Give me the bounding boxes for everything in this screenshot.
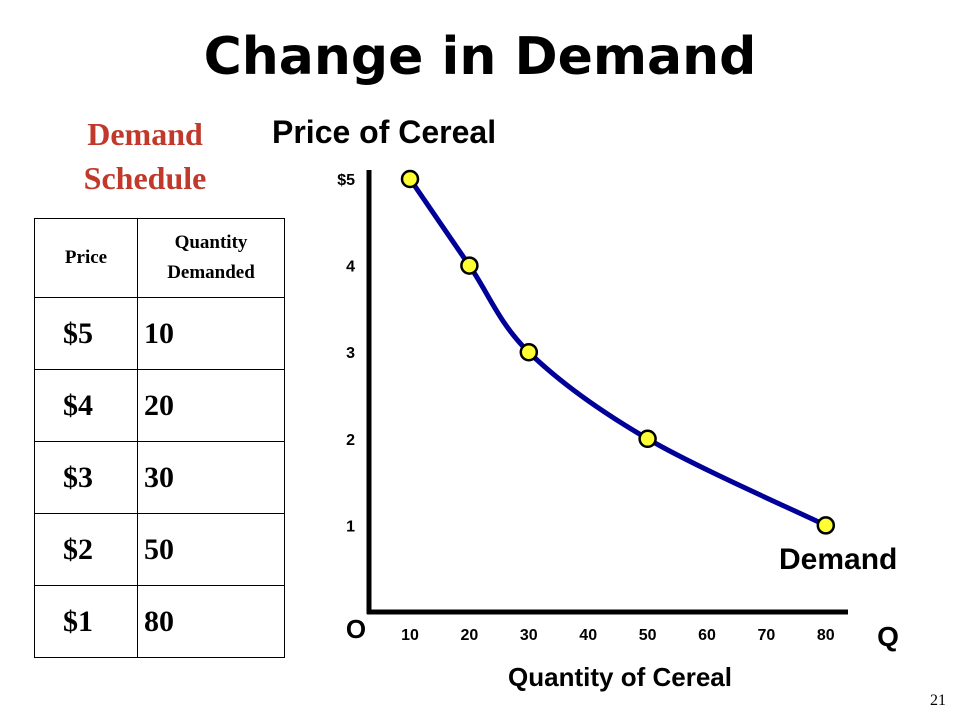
- demand-point: [638, 429, 657, 449]
- x-tick-label: 20: [461, 627, 479, 644]
- schedule-title-line1: Demand: [87, 116, 203, 152]
- y-tick-label: 3: [346, 345, 355, 362]
- table-row: $5 10: [34, 297, 285, 370]
- page-number: 21: [930, 692, 946, 709]
- x-tick-label: 10: [401, 627, 419, 644]
- y-tick-label: 2: [346, 432, 355, 449]
- chart-axes: [366, 170, 848, 615]
- demand-point: [400, 169, 420, 189]
- price-cell: $3: [34, 441, 138, 514]
- demand-curve: [407, 176, 829, 528]
- table-row: $3 30: [34, 441, 285, 514]
- demand-point: [519, 342, 539, 362]
- y-tick-label: 1: [346, 518, 355, 535]
- quantity-cell: 30: [137, 441, 285, 514]
- schedule-title-line2: Schedule: [83, 160, 207, 196]
- quantity-cell: 80: [137, 585, 285, 658]
- slide-title: Change in Demand: [203, 27, 757, 87]
- demand-point: [460, 256, 479, 275]
- schedule-title: Demand Schedule: [40, 112, 250, 200]
- y-tick-label: 4: [346, 259, 355, 276]
- demand-schedule-table: Price Quantity Demanded $5 10 $4 20 $3 3…: [34, 218, 285, 658]
- origin-label: O: [346, 614, 366, 644]
- table-row: $4 20: [34, 369, 285, 442]
- quantity-cell: 50: [137, 513, 285, 586]
- x-tick-label: 60: [698, 627, 716, 644]
- x-axis-symbol: Q: [877, 621, 899, 652]
- price-cell: $1: [34, 585, 138, 658]
- chart-ticks: $5 4 3 2 1 10 20 30 40 50 60 70 80: [337, 172, 835, 644]
- x-tick-label: 50: [639, 627, 657, 644]
- x-tick-label: 80: [817, 627, 835, 644]
- table-row: $1 80: [34, 585, 285, 658]
- demand-point: [816, 516, 836, 535]
- quantity-header-line1: Quantity: [174, 232, 248, 253]
- demand-points-group: [400, 169, 836, 535]
- table-row: $2 50: [34, 513, 285, 586]
- table-header-row: Price Quantity Demanded: [34, 218, 285, 298]
- x-tick-label: 40: [579, 627, 597, 644]
- demand-curve-label: Demand: [779, 543, 897, 576]
- x-tick-label: 30: [520, 627, 538, 644]
- x-axis-label: Quantity of Cereal: [508, 662, 732, 692]
- quantity-column-header: Quantity Demanded: [137, 218, 285, 298]
- x-tick-label: 70: [758, 627, 776, 644]
- quantity-cell: 20: [137, 369, 285, 442]
- quantity-cell: 10: [137, 297, 285, 370]
- y-tick-label: $5: [337, 172, 355, 189]
- demand-curve-group: [407, 176, 829, 528]
- y-axis-label: Price of Cereal: [272, 114, 497, 150]
- price-cell: $5: [34, 297, 138, 370]
- quantity-header-line2: Demanded: [167, 262, 255, 283]
- chart-labels: Demand O Q Quantity of Cereal: [346, 543, 899, 692]
